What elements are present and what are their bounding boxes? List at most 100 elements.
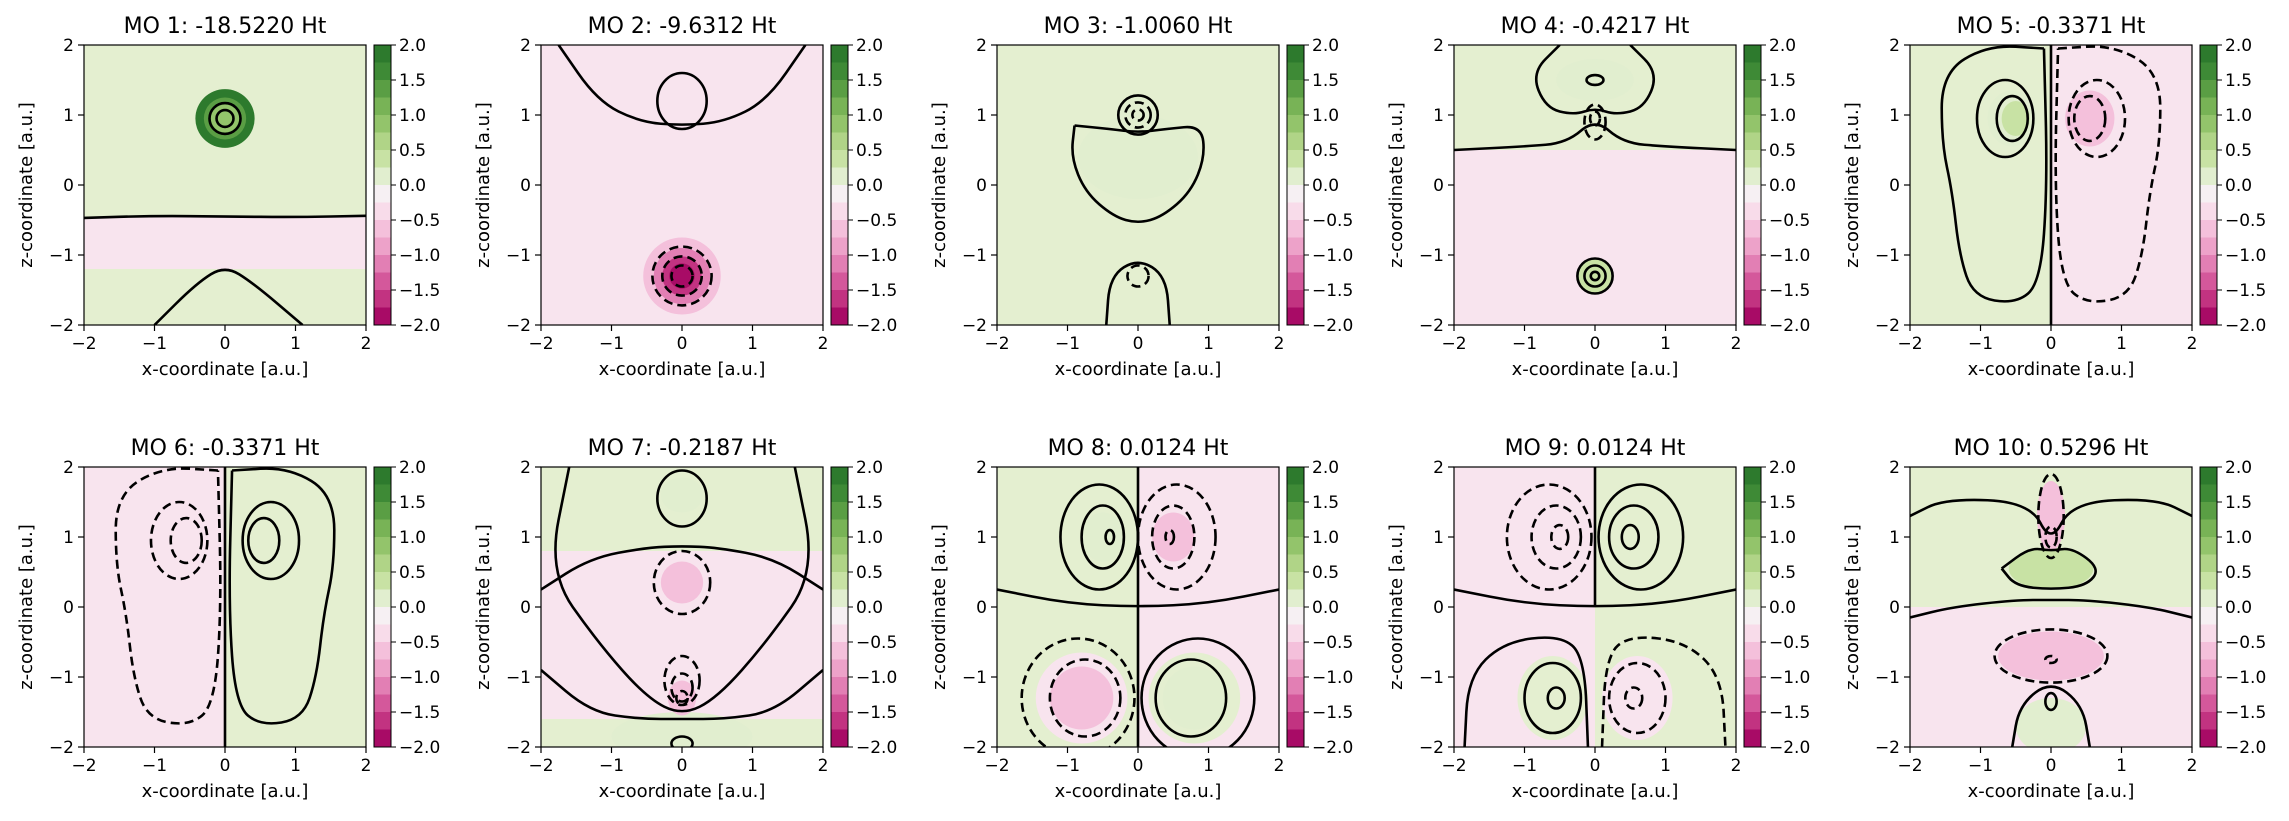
colorbar-bin — [2200, 572, 2217, 590]
colorbar-bin — [831, 220, 848, 238]
contour-ring — [1583, 103, 1607, 141]
filled-lobe — [1049, 666, 1114, 730]
contour-ring — [1975, 78, 2035, 159]
y-tick-label: −1 — [1419, 246, 1444, 266]
colorbar-tick-label: 2.0 — [399, 458, 426, 478]
colorbar-bin — [374, 307, 391, 326]
panel-mo-1: MO 1: -18.5220 Ht −2 −1 0 1 2 −2 −1 0 1 2 x-coordin… — [16, 14, 440, 380]
x-tick-label: 2 — [1274, 334, 1285, 354]
colorbar-bin — [374, 290, 391, 308]
colorbar-tick-label: 0.5 — [856, 141, 883, 161]
y-tick-label: 2 — [520, 458, 531, 478]
colorbar-tick-label: 2.0 — [1769, 36, 1796, 56]
colorbar-bin — [2200, 554, 2217, 573]
x-tick-label: −2 — [528, 756, 553, 776]
contour-ring — [1583, 264, 1607, 288]
y-tick-label: 0 — [520, 598, 531, 618]
x-axis-label: x-coordinate [a.u.] — [142, 359, 309, 380]
x-tick-label: 0 — [2046, 756, 2057, 776]
colorbar-bin — [1287, 290, 1304, 308]
colorbar-bin — [831, 729, 848, 748]
colorbar-tick-label: 0.5 — [1312, 141, 1339, 161]
contour-ring — [169, 516, 204, 565]
contour-ring — [1154, 658, 1228, 738]
x-tick-label: −2 — [984, 756, 1009, 776]
x-tick-label: 1 — [747, 756, 758, 776]
x-tick-label: −1 — [1968, 756, 1993, 776]
colorbar: 2.0 1.5 1.0 0.5 0.0 −0.5 −1.0 −1.5 −2.0 — [373, 458, 440, 758]
colorbar-bin — [374, 642, 391, 660]
filled-lobe — [1078, 115, 1198, 199]
colorbar-bin — [1744, 255, 1761, 273]
y-axis-label: z-coordinate [a.u.] — [16, 102, 37, 268]
colorbar-tick-label: −1.5 — [399, 703, 440, 723]
colorbar-bin — [374, 115, 391, 133]
colorbar-bin — [2200, 484, 2217, 503]
colorbar-bin — [831, 307, 848, 326]
contour-ring — [1136, 483, 1217, 591]
contour-ring — [1995, 94, 2030, 143]
contour-line — [1104, 261, 1172, 325]
contour-ring — [241, 500, 301, 581]
colorbar-tick-label: 0.0 — [1312, 176, 1339, 196]
colorbar-bin — [1287, 467, 1304, 485]
colorbar-tick-label: −2.0 — [2225, 316, 2266, 336]
contour-ring — [1607, 661, 1667, 735]
colorbar-tick-label: 0.5 — [399, 141, 426, 161]
colorbar-bin — [374, 712, 391, 730]
colorbar-bin — [831, 132, 848, 151]
colorbar-tick-label: 2.0 — [1769, 458, 1796, 478]
colorbar-bin — [1744, 502, 1761, 520]
filled-lobe — [2072, 101, 2101, 136]
colorbar-bin — [1287, 202, 1304, 221]
x-tick-label: 0 — [1133, 756, 1144, 776]
colorbar-bin — [831, 45, 848, 63]
colorbar-bin — [2200, 220, 2217, 238]
x-axis-label: x-coordinate [a.u.] — [1512, 359, 1679, 380]
colorbar-bin — [831, 659, 848, 678]
contour-ring — [2037, 472, 2065, 560]
filled-lobe — [660, 561, 704, 604]
colorbar-bin — [1287, 62, 1304, 81]
colorbar-bin — [1287, 80, 1304, 98]
contour-line — [153, 268, 304, 325]
colorbar-tick-label: −1.0 — [856, 668, 897, 688]
colorbar-bin — [1287, 554, 1304, 573]
colorbar-tick-label: −0.5 — [856, 633, 897, 653]
panel-title: MO 7: -0.2187 Ht — [588, 436, 777, 461]
y-tick-label: −2 — [1419, 316, 1444, 336]
contour-line — [1910, 598, 2192, 619]
x-tick-label: −1 — [599, 334, 624, 354]
contour-ring — [1589, 270, 1601, 282]
colorbar-tick-label: −2.0 — [1312, 316, 1353, 336]
contour-ring — [1131, 108, 1145, 122]
contour-line — [1071, 124, 1205, 224]
y-axis-label: z-coordinate [a.u.] — [1842, 102, 1863, 268]
colorbar-tick-label: −1.0 — [399, 246, 440, 266]
panel-mo-3: MO 3: -1.0060 Ht −2 −1 0 1 2 −2 −1 0 1 2 x-coordina… — [929, 14, 1353, 380]
colorbar-bin — [831, 624, 848, 643]
colorbar-bin — [2200, 150, 2217, 168]
x-tick-label: 1 — [1660, 334, 1671, 354]
panel-title: MO 10: 0.5296 Ht — [1954, 436, 2149, 461]
y-tick-label: 0 — [1433, 598, 1444, 618]
y-tick-label: 2 — [63, 36, 74, 56]
contour-line — [1454, 588, 1736, 608]
contour-ring — [670, 264, 694, 288]
panel-title: MO 4: -0.4217 Ht — [1501, 14, 1690, 39]
colorbar-bin — [2200, 97, 2217, 116]
colorbar-bin — [1744, 132, 1761, 151]
colorbar-tick-label: 1.0 — [1312, 528, 1339, 548]
plot-area — [541, 45, 823, 325]
colorbar-bin — [831, 484, 848, 503]
colorbar-bin — [374, 132, 391, 151]
panel-mo-2: MO 2: -9.6312 Ht −2 −1 0 1 2 −2 −1 0 1 2 x-coordina… — [473, 14, 897, 380]
colorbar-bin — [1287, 677, 1304, 695]
y-tick-label: 0 — [1889, 598, 1900, 618]
contour-line — [1940, 45, 2048, 303]
colorbar-bin — [374, 467, 391, 485]
colorbar-bin — [1744, 729, 1761, 748]
colorbar-tick-label: 1.0 — [856, 106, 883, 126]
colorbar-tick-label: 1.5 — [856, 493, 883, 513]
colorbar-bin — [1287, 45, 1304, 63]
